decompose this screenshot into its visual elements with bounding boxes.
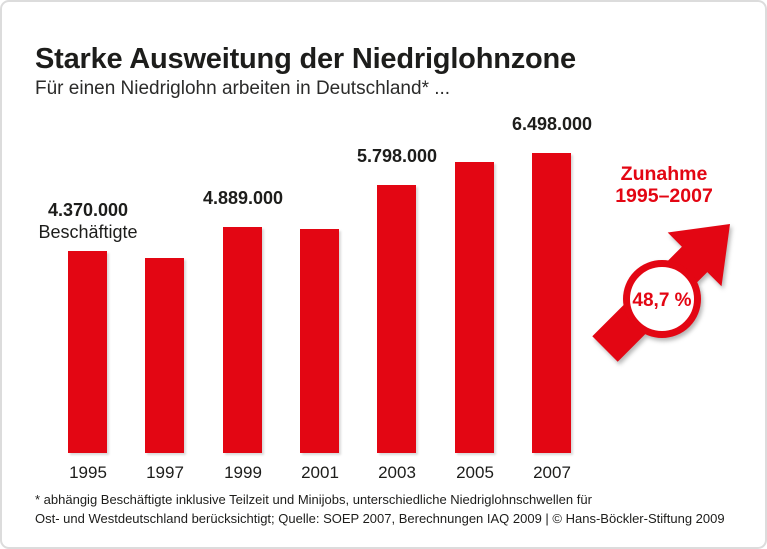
x-axis-label-2001: 2001 [301,463,339,482]
percentage-badge-circle [623,260,701,338]
page-title: Starke Ausweitung der Niedriglohnzone [35,43,576,76]
x-axis-label-2005: 2005 [456,463,494,482]
bar-2005 [455,162,494,453]
increase-annotation-line2: 1995–2007 [615,185,713,207]
footnote-line2: Ost- und Westdeutschland berücksichtigt;… [35,510,725,526]
x-axis-label-2007: 2007 [533,463,571,482]
bar-value-text: 4.370.000 [47,200,129,220]
bar-unit-label: Beschäftigte [38,222,138,242]
bar-2003 [377,185,416,453]
bar-1999 [223,227,262,453]
increase-annotation-label: Zunahme 1995–2007 [584,163,744,207]
bar-1995 [68,251,107,453]
x-axis-label-1999: 1999 [224,463,262,482]
bar-2001 [300,229,339,453]
bar-value-text: 4.889.000 [202,188,284,208]
bar-value-label-2007: 6.498.000 [482,113,622,135]
bar-value-text: 5.798.000 [356,146,438,166]
bar-value-label-1999: 4.889.000 [173,187,313,209]
bar-value-label-1995: 4.370.000 Beschäftigte [18,199,158,243]
chart-subtitle: Für einen Niedriglohn arbeiten in Deutsc… [35,78,451,99]
bar-2007 [532,153,571,453]
bar-value-label-2003: 5.798.000 [327,145,467,167]
growth-arrow-icon: 48,7 % [592,224,730,362]
x-axis-label-1995: 1995 [69,463,107,482]
bar-1997 [145,258,184,453]
x-axis-label-1997: 1997 [146,463,184,482]
increase-annotation-line1: Zunahme [620,163,708,185]
bar-value-text: 6.498.000 [511,114,593,134]
percentage-badge-value: 48,7 % [632,290,691,311]
footnote: * abhängig Beschäftigte inklusive Teilze… [35,491,725,528]
x-axis-label-2003: 2003 [378,463,416,482]
footnote-line1: * abhängig Beschäftigte inklusive Teilze… [35,492,592,507]
